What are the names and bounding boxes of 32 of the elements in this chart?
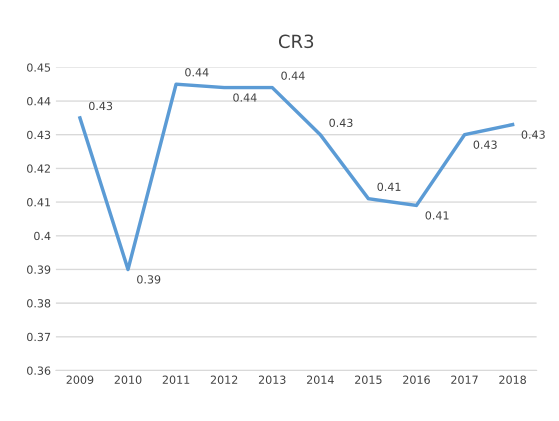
- data-label: 0.39: [137, 275, 160, 284]
- data-label: 0.44: [281, 71, 305, 80]
- y-tick-label: 0.37: [27, 332, 50, 342]
- y-tick-label: 0.42: [27, 164, 50, 173]
- x-tick-label: 2009: [66, 376, 94, 384]
- y-tick-label: 0.4: [34, 232, 50, 240]
- y-tick-label: 0.43: [27, 130, 50, 140]
- x-tick-label: 2015: [355, 376, 382, 384]
- data-label: 0.43: [522, 130, 545, 139]
- chart-title: CR3: [278, 34, 314, 48]
- line-series: [78, 82, 514, 272]
- data-label: 0.43: [474, 140, 497, 149]
- x-tick-label: 2011: [162, 376, 190, 384]
- x-tick-label: 2014: [306, 376, 334, 384]
- x-tick-label: 2010: [114, 376, 142, 384]
- x-tick-label: 2013: [258, 376, 286, 384]
- x-tick-label: 2017: [451, 376, 478, 384]
- y-tick-label: 0.38: [27, 299, 50, 308]
- y-tick-label: 0.45: [27, 63, 50, 72]
- data-label: 0.41: [426, 211, 448, 220]
- y-tick-label: 0.39: [27, 265, 50, 274]
- data-label: 0.43: [329, 118, 352, 128]
- y-tick-label: 0.41: [27, 198, 50, 206]
- data-label: 0.41: [377, 182, 400, 192]
- x-tick-label: 2012: [210, 376, 238, 384]
- x-tick-label: 2016: [403, 376, 430, 384]
- data-label: 0.44: [233, 93, 257, 102]
- data-label: 0.44: [185, 68, 209, 76]
- data-label: 0.43: [89, 102, 112, 110]
- x-tick-label: 2018: [499, 376, 526, 384]
- y-tick-label: 0.44: [27, 97, 50, 106]
- y-tick-label: 0.36: [27, 366, 50, 375]
